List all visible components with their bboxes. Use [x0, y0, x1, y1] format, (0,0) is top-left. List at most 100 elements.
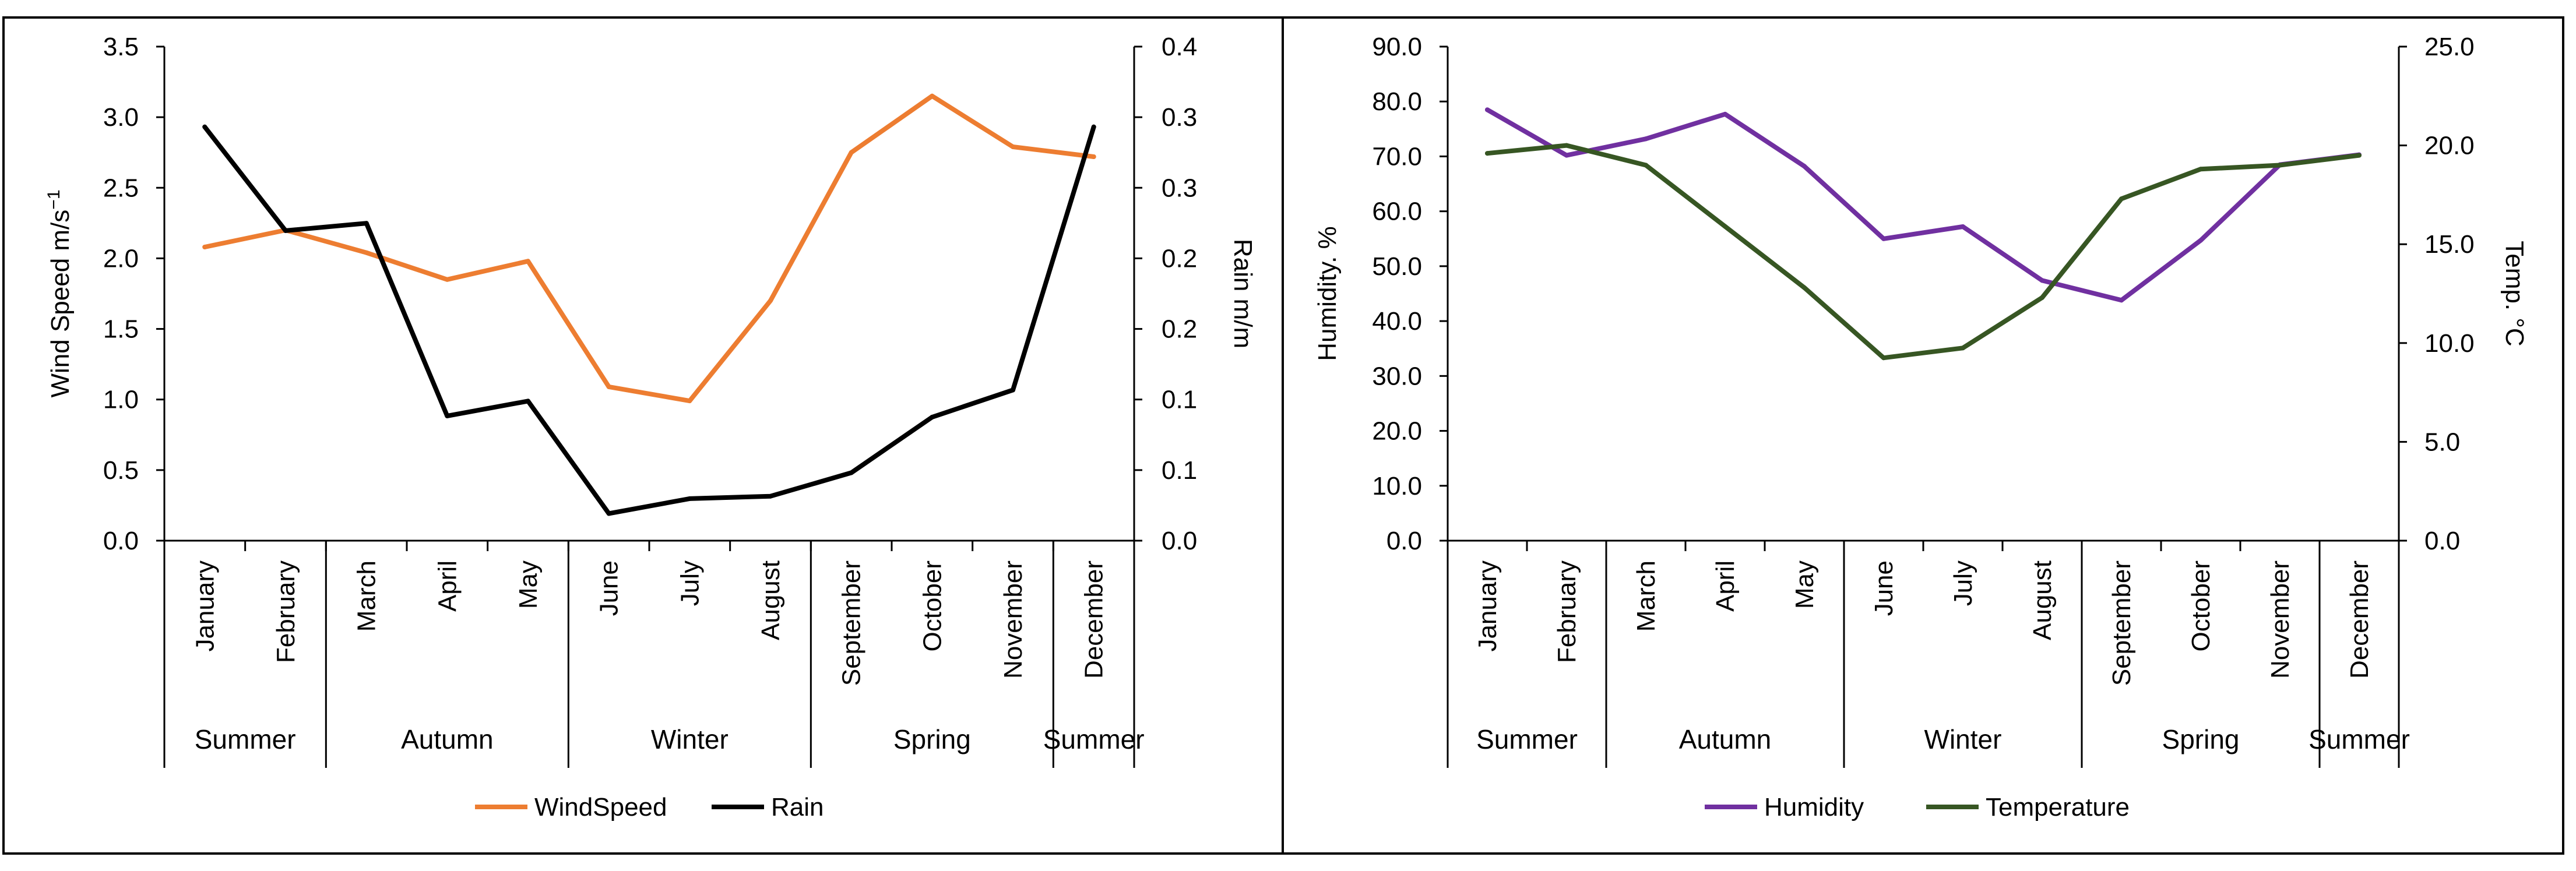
x-tick-label-july: July [1949, 560, 1977, 606]
data-point-temperature [1802, 285, 1807, 290]
y-axis-title: Humidity. % [1313, 226, 1342, 361]
data-point-temperature [1961, 345, 1965, 351]
y-tick-label: 60.0 [1372, 198, 1422, 226]
legend-label-humidity: Humidity [1764, 793, 1864, 821]
y2-tick-label: 0.0 [1162, 527, 1197, 555]
y-tick-label: 0.0 [1386, 527, 1422, 555]
y-tick-label: 90.0 [1372, 33, 1422, 61]
season-label-summer: Summer [2308, 724, 2410, 754]
y2-tick-label: 0.3 [1162, 174, 1197, 202]
season-label-winter: Winter [1924, 724, 2002, 754]
data-point-humidity [1644, 136, 1648, 142]
x-tick-label-may: May [1790, 560, 1819, 609]
y2-tick-label: 0.1 [1162, 456, 1197, 485]
data-point-rain [202, 124, 207, 129]
humidity-temperature-chart: 0.0 10.0 20.0 30.0 40.0 50.0 60.0 70.0 80.0 90.0 0… [1313, 33, 2529, 821]
x-tick-label-august: August [2028, 560, 2057, 640]
y-axis-title-text: Humidity. % [1313, 226, 1342, 361]
y-tick-label: 1.5 [103, 315, 139, 344]
data-point-humidity [1564, 153, 1569, 158]
data-point-rain [768, 493, 773, 499]
y2-tick-label: 0.1 [1162, 386, 1197, 414]
data-point-windspeed [202, 245, 207, 249]
y2-axis-title: Rain m/m [1229, 239, 1257, 348]
data-point-temperature [2357, 153, 2362, 158]
season-label-summer: Summer [1476, 724, 1578, 754]
data-point-rain [930, 415, 935, 419]
y-tick-label: 3.0 [103, 103, 139, 132]
y-tick-label: 3.5 [103, 33, 139, 61]
y2-tick-label: 25.0 [2424, 33, 2475, 61]
data-point-humidity [2119, 298, 2124, 303]
x-tick-label-february: February [272, 560, 300, 663]
x-tick-label-june: June [595, 560, 624, 616]
legend-label-rain: Rain [771, 793, 824, 821]
data-point-temperature [2278, 163, 2282, 168]
y-axis-title: Wind Speed m/s−1 [44, 189, 75, 397]
x-tick-label-january: January [191, 560, 219, 652]
data-point-temperature [1881, 355, 1886, 361]
series-line-windspeed [202, 93, 1096, 404]
data-point-windspeed [687, 399, 692, 404]
data-point-humidity [1961, 224, 1965, 229]
y2-tick-label: 0.4 [1162, 33, 1197, 61]
y-tick-label: 2.0 [103, 244, 139, 273]
x-tick-label-march: March [353, 560, 381, 632]
x-tick-label-september: September [2107, 560, 2136, 686]
x-tick-label-november: November [999, 560, 1027, 679]
data-point-windspeed [768, 298, 773, 304]
y-axis-title-text: Wind Speed m/s [46, 210, 75, 398]
x-tick-label-july: July [675, 560, 704, 606]
series-line-humidity [1485, 107, 2362, 303]
y2-tick-label: 0.3 [1162, 103, 1197, 132]
data-point-rain [687, 496, 692, 501]
x-tick-label-april: April [1711, 560, 1740, 612]
data-point-temperature [1723, 224, 1727, 229]
series-line-temperature [1485, 143, 2362, 361]
data-point-humidity [2040, 278, 2044, 283]
y-tick-label: 0.5 [103, 456, 139, 485]
y2-tick-label: 5.0 [2424, 428, 2460, 456]
data-point-rain [849, 470, 854, 475]
data-point-rain [526, 399, 530, 404]
y-tick-label: 1.0 [103, 386, 139, 414]
data-point-temperature [2040, 295, 2044, 300]
y2-tick-label: 10.0 [2424, 329, 2475, 358]
data-point-temperature [2198, 167, 2203, 172]
x-tick-label-october: October [2187, 560, 2215, 652]
data-point-windspeed [526, 259, 530, 264]
data-point-humidity [1802, 164, 1807, 169]
legend-label-temperature: Temperature [1986, 793, 2130, 821]
x-tick-label-february: February [1553, 560, 1581, 663]
data-point-windspeed [930, 93, 935, 98]
y-tick-label: 50.0 [1372, 252, 1422, 281]
x-tick-label-january: January [1473, 560, 1502, 652]
data-point-humidity [2198, 238, 2203, 243]
x-tick-label-august: August [756, 560, 785, 640]
x-tick-label-october: October [918, 560, 946, 652]
data-point-rain [1091, 124, 1096, 129]
y2-tick-label: 0.2 [1162, 244, 1197, 273]
data-point-temperature [1485, 151, 1490, 156]
data-point-windspeed [445, 277, 450, 282]
y-tick-label: 20.0 [1372, 417, 1422, 446]
y2-tick-label: 20.0 [2424, 132, 2475, 160]
data-point-rain [445, 413, 450, 418]
panel-border-right [1282, 16, 2564, 855]
x-tick-label-december: December [2345, 560, 2374, 679]
season-label-autumn: Autumn [1679, 724, 1772, 754]
data-point-windspeed [364, 250, 369, 255]
x-tick-label-november: November [2266, 560, 2295, 679]
data-point-humidity [1881, 236, 1886, 241]
y-tick-label: 40.0 [1372, 307, 1422, 336]
legend-label-windspeed: WindSpeed [534, 793, 667, 821]
data-point-rain [1011, 387, 1015, 393]
y2-axis-title: Temp. °C [2500, 241, 2529, 346]
data-point-temperature [2119, 196, 2124, 202]
data-point-rain [606, 511, 611, 516]
y2-tick-label: 0.2 [1162, 315, 1197, 344]
season-label-spring: Spring [893, 724, 971, 754]
season-label-summer: Summer [195, 724, 296, 754]
season-label-spring: Spring [2162, 724, 2240, 754]
